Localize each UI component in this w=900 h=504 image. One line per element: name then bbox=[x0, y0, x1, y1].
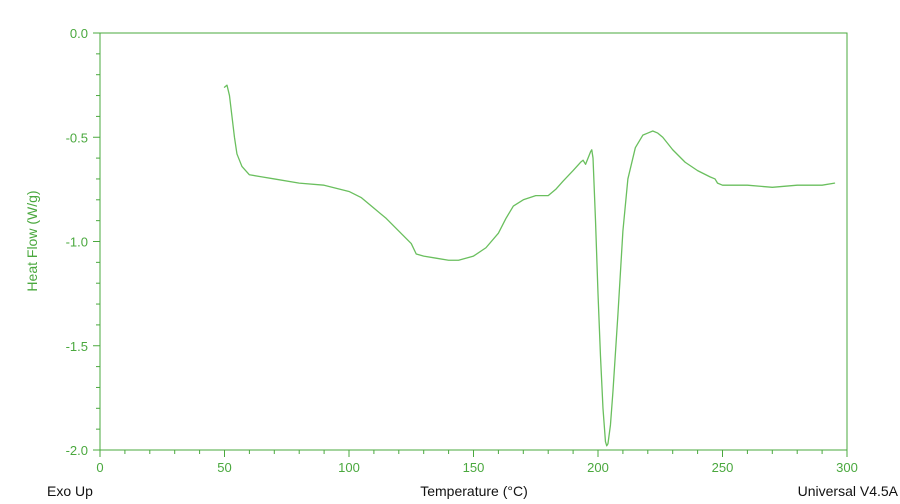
y-tick-label: -0.5 bbox=[66, 130, 88, 145]
x-tick-label: 250 bbox=[712, 460, 734, 475]
software-version-label: Universal V4.5A bbox=[798, 483, 899, 499]
x-tick-label: 300 bbox=[836, 460, 858, 475]
x-tick-label: 200 bbox=[587, 460, 609, 475]
heat-flow-series-line bbox=[223, 84, 836, 447]
x-axis-label: Temperature (°C) bbox=[420, 483, 528, 499]
series-layer bbox=[223, 84, 836, 447]
x-tick-label: 50 bbox=[217, 460, 231, 475]
y-tick-label: 0.0 bbox=[70, 26, 88, 41]
y-tick-label: -2.0 bbox=[66, 443, 88, 458]
y-axis-label: Heat Flow (W/g) bbox=[24, 190, 40, 291]
x-tick-label: 100 bbox=[338, 460, 360, 475]
x-axis: 0 50 100 150 200 250 300 bbox=[96, 450, 858, 475]
x-tick-label: 150 bbox=[463, 460, 485, 475]
y-axis: 0.0 -0.5 -1.0 -1.5 -2.0 bbox=[66, 26, 100, 458]
plot-frame bbox=[99, 32, 848, 451]
y-tick-label: -1.0 bbox=[66, 235, 88, 250]
y-tick-label: -1.5 bbox=[66, 339, 88, 354]
x-tick-label: 0 bbox=[96, 460, 103, 475]
exo-up-label: Exo Up bbox=[47, 483, 93, 499]
